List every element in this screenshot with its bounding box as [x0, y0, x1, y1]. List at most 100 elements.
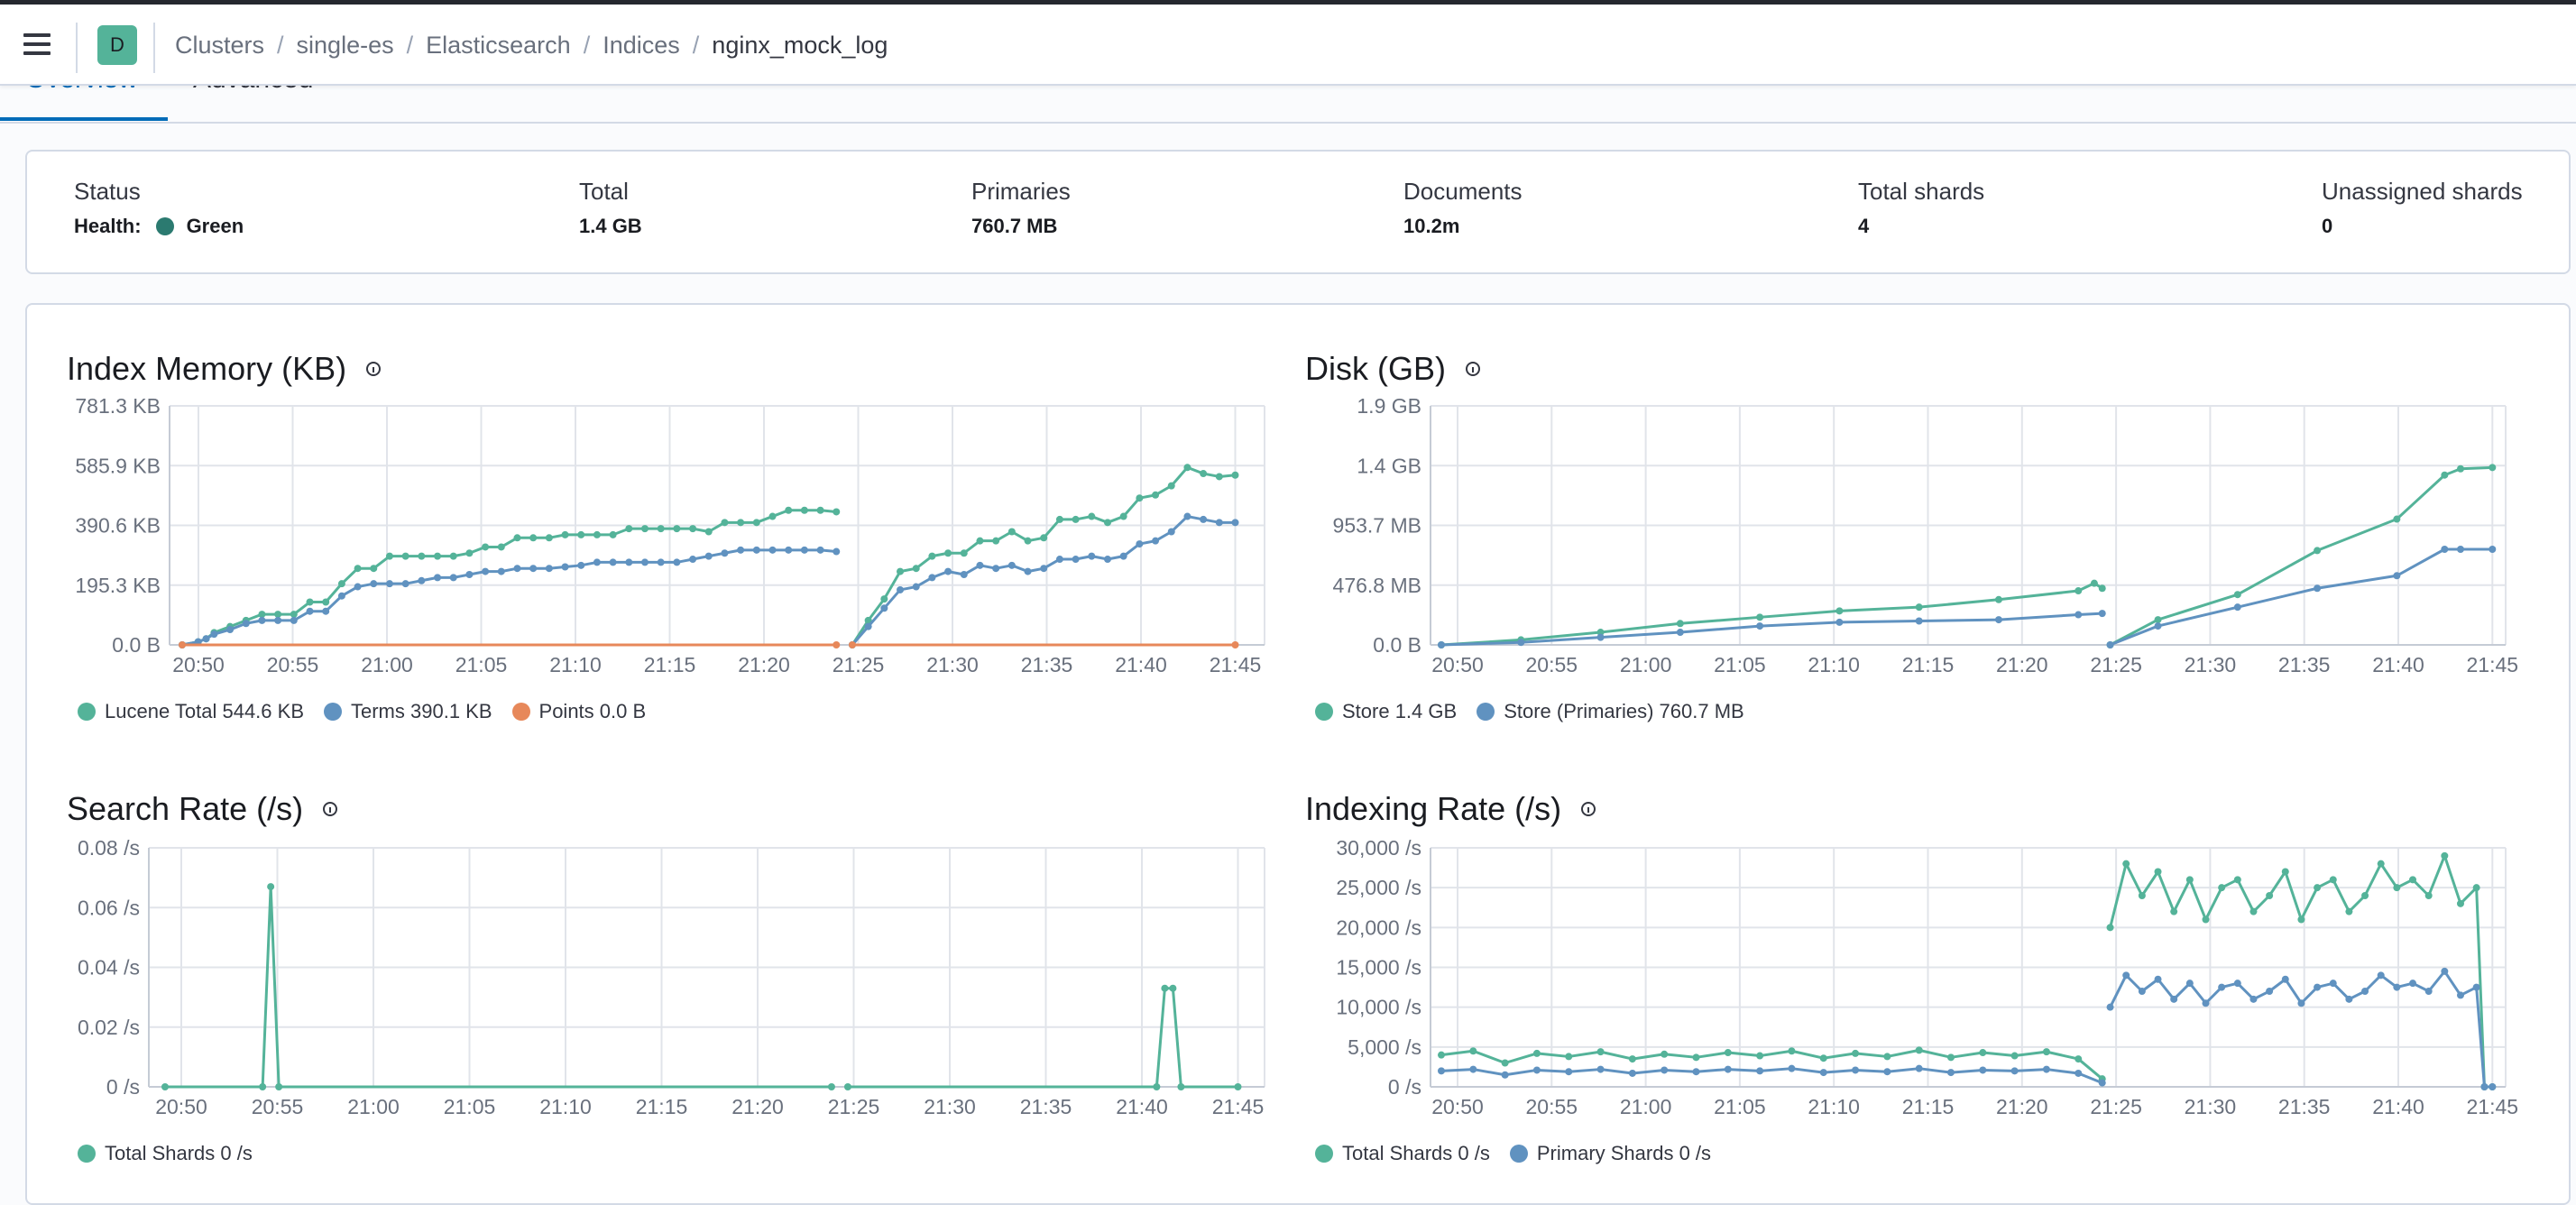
y-tick-label: 20,000 /s [1336, 915, 1421, 939]
data-point [2010, 1067, 2019, 1075]
data-point [2075, 1069, 2083, 1077]
x-tick-label: 21:15 [1902, 1095, 1955, 1118]
x-tick-label: 21:35 [2278, 1095, 2331, 1118]
data-point [897, 567, 905, 575]
data-point [673, 558, 681, 566]
data-point [2424, 988, 2433, 995]
data-point [1072, 515, 1080, 523]
data-point [1565, 1068, 1573, 1076]
legend-item[interactable]: Total Shards 0 /s [78, 1142, 253, 1165]
indexing-rate-chart: 0 /s 5,000 /s 10,000 /s 15,000 /s 20,000 /s 2… [1336, 837, 2519, 1118]
divider [76, 23, 78, 73]
info-icon[interactable] [323, 802, 338, 816]
data-point [2345, 907, 2353, 915]
x-tick-label: 21:25 [2090, 653, 2142, 676]
data-point [370, 580, 378, 588]
data-point [1724, 1049, 1732, 1057]
legend-item[interactable]: Primary Shards 0 /s [1509, 1142, 1712, 1165]
data-point [1088, 552, 1096, 560]
legend-item[interactable]: Points 0.0 B [511, 700, 646, 723]
breadcrumb-clusters[interactable]: Clusters [175, 32, 265, 59]
data-point [2393, 983, 2401, 991]
data-point [2202, 915, 2210, 924]
primaries-value: 760.7 MB [971, 215, 1058, 237]
data-point [385, 552, 393, 560]
data-point [1469, 1047, 1477, 1055]
documents-value: 10.2m [1403, 215, 1460, 237]
breadcrumb-elasticsearch[interactable]: Elasticsearch [426, 32, 571, 59]
data-point [1915, 1064, 1923, 1072]
data-point [1979, 1066, 1987, 1074]
info-icon[interactable] [1581, 802, 1596, 816]
top-strip [0, 0, 2576, 5]
data-point [843, 1083, 851, 1090]
x-tick-label: 21:45 [2467, 1095, 2519, 1118]
y-tick-label: 0 /s [1388, 1075, 1421, 1099]
data-point [1215, 519, 1223, 527]
legend-dot-icon [324, 703, 342, 721]
data-point [258, 611, 266, 619]
documents-stat: Documents 10.2m [1403, 177, 1523, 238]
x-tick-label: 21:45 [1212, 1095, 1265, 1118]
data-point [1167, 528, 1175, 536]
data-point [768, 546, 777, 554]
x-tick-label: 21:05 [1714, 1095, 1766, 1118]
x-tick-label: 21:35 [1020, 1095, 1072, 1118]
legend-item[interactable]: Total Shards 0 /s [1315, 1142, 1490, 1165]
y-tick-label: 0.0 B [1373, 633, 1421, 657]
breadcrumb-current-index: nginx_mock_log [712, 32, 888, 59]
data-point [2345, 995, 2353, 1003]
legend-item[interactable]: Store (Primaries) 760.7 MB [1477, 700, 1744, 723]
legend-dot-icon [1477, 703, 1495, 721]
space-avatar[interactable]: D [97, 25, 137, 65]
legend-label: Primary Shards 0 /s [1536, 1142, 1712, 1164]
breadcrumb-separator: / [406, 32, 414, 59]
data-point [1119, 512, 1127, 520]
legend-item[interactable]: Lucene Total 544.6 KB [78, 700, 304, 723]
x-tick-label: 21:20 [731, 1095, 784, 1118]
data-point [976, 537, 984, 545]
tab-overview[interactable]: Overview [25, 84, 138, 95]
breadcrumb: Clusters / single-es / Elasticsearch / Indices… [175, 30, 888, 60]
data-point [1438, 1067, 1445, 1075]
data-point [2233, 876, 2241, 884]
data-point [1788, 1047, 1796, 1055]
info-icon[interactable] [1466, 362, 1480, 376]
tab-advanced[interactable]: Advanced [193, 84, 313, 95]
data-point [1167, 482, 1175, 490]
data-point [2122, 971, 2130, 980]
data-point [434, 552, 442, 560]
hamburger-menu-icon[interactable] [20, 28, 56, 60]
data-point [1136, 540, 1144, 548]
data-point [1756, 622, 1764, 630]
breadcrumb-cluster[interactable]: single-es [296, 32, 394, 59]
x-tick-label: 21:30 [2185, 1095, 2237, 1118]
data-point [354, 565, 362, 573]
data-point [2042, 1065, 2050, 1073]
data-point [944, 549, 952, 557]
legend-item[interactable]: Store 1.4 GB [1315, 700, 1457, 723]
indexing-rate-legend: Total Shards 0 /s Primary Shards 0 /s [1315, 1142, 1731, 1165]
data-point [785, 506, 793, 514]
data-point [545, 534, 553, 542]
series-line-lucene-total [181, 509, 837, 647]
data-point [2154, 622, 2162, 630]
disk-legend: Store 1.4 GB Store (Primaries) 760.7 MB [1315, 700, 1764, 723]
breadcrumb-indices[interactable]: Indices [603, 32, 680, 59]
x-tick-label: 21:30 [926, 653, 979, 676]
data-point [2472, 983, 2480, 991]
x-tick-label: 20:55 [252, 1095, 304, 1118]
chart-title-text: Disk (GB) [1305, 350, 1446, 387]
x-tick-label: 21:40 [2372, 1095, 2424, 1118]
header-bar: D Clusters / single-es / Elasticsearch / Indic… [0, 5, 2576, 86]
data-point [2377, 971, 2385, 980]
data-point [864, 616, 872, 624]
x-tick-label: 21:10 [1808, 1095, 1860, 1118]
data-point [2233, 980, 2241, 988]
legend-item[interactable]: Terms 390.1 KB [324, 700, 492, 723]
tab-bar: Overview Advanced [0, 84, 2576, 124]
chart-title-text: Index Memory (KB) [67, 350, 347, 387]
x-tick-label: 21:10 [1808, 653, 1860, 676]
info-icon[interactable] [366, 362, 382, 376]
legend-label: Total Shards 0 /s [105, 1142, 253, 1164]
